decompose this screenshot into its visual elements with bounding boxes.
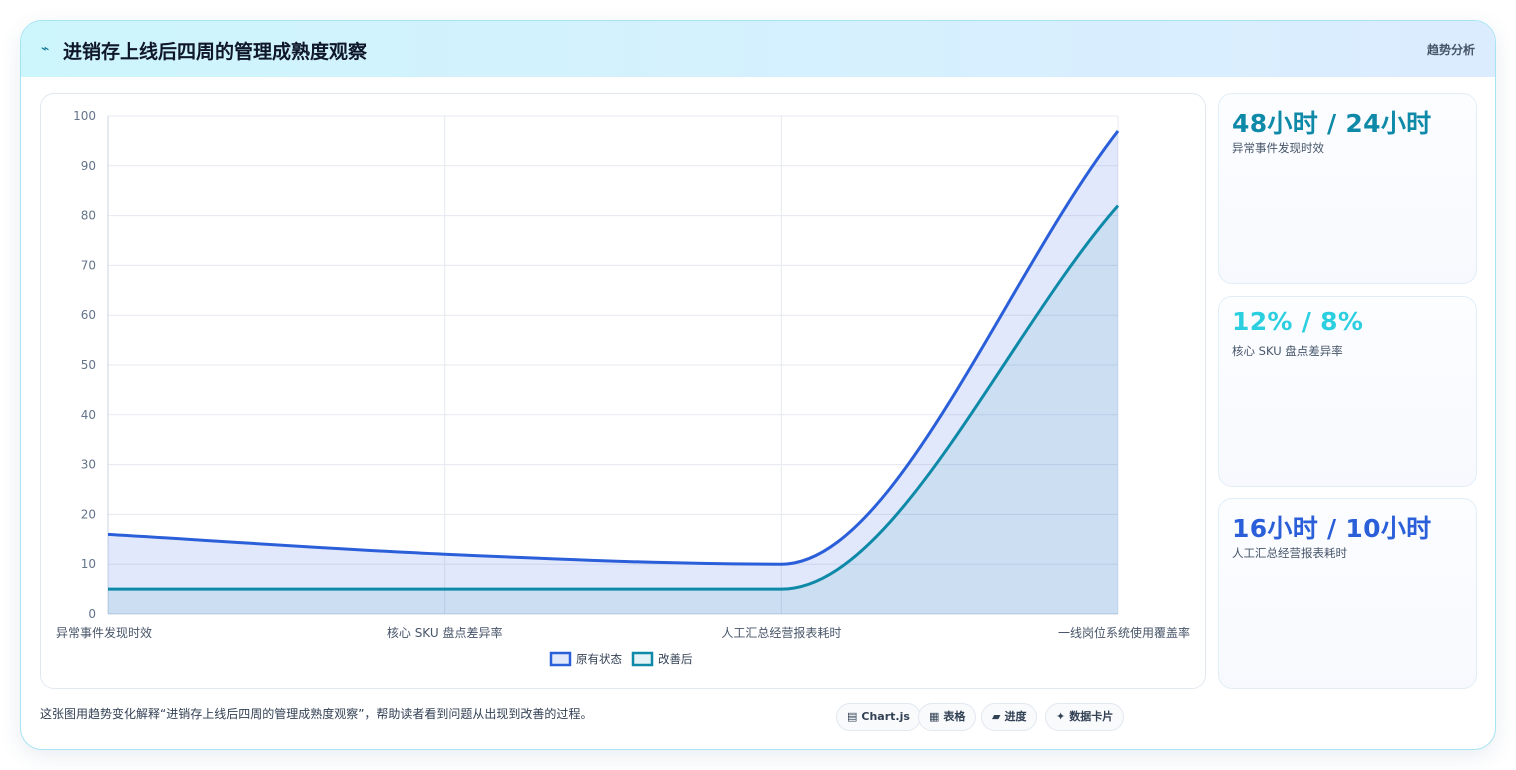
chip-label: 数据卡片 xyxy=(1069,710,1114,723)
chip-label: Chart.js xyxy=(861,710,910,723)
trend-icon: ⌁ xyxy=(41,41,50,57)
y-tick-label: 60 xyxy=(81,308,96,322)
series-line-improved xyxy=(107,204,1120,591)
kpi-label: 异常事件发现时效 xyxy=(1232,141,1324,155)
sparkle-icon: ✦ xyxy=(1056,710,1066,723)
y-tick-label: 70 xyxy=(81,258,96,272)
chip-label: 表格 xyxy=(943,710,966,723)
y-tick-label: 80 xyxy=(81,209,96,223)
legend-label: 改善后 xyxy=(658,652,693,666)
chip-label: 进度 xyxy=(1004,710,1027,723)
y-tick-label: 30 xyxy=(81,458,96,472)
y-tick-label: 50 xyxy=(81,358,96,372)
kpi-card-3: 16小时 / 10小时 人工汇总经营报表耗时 xyxy=(1218,498,1477,689)
y-tick-label: 20 xyxy=(81,507,96,521)
chart-caption: 这张图用趋势变化解释“进销存上线后四周的管理成熟度观察”，帮助读者看到问题从出现… xyxy=(40,707,593,721)
series-area-improved xyxy=(108,205,1118,614)
chart-icon: ▤ xyxy=(847,710,858,723)
legend-swatch xyxy=(631,651,654,667)
x-tick-label: 一线岗位系统使用覆盖率 xyxy=(1058,625,1190,640)
y-tick-label: 100 xyxy=(73,109,96,123)
y-tick-label: 90 xyxy=(81,159,96,173)
chip-chartjs[interactable]: ▤ Chart.js xyxy=(836,703,921,731)
chip-data-card[interactable]: ✦ 数据卡片 xyxy=(1045,703,1125,731)
x-tick-label: 异常事件发现时效 xyxy=(56,625,152,640)
page-title: 进销存上线后四周的管理成熟度观察 xyxy=(63,41,368,63)
table-icon: ▦ xyxy=(929,710,940,723)
legend-label: 原有状态 xyxy=(576,652,622,666)
dashboard-card: ⌁ 进销存上线后四周的管理成熟度观察 趋势分析 0 10 20 30 40 50 60 70 8… xyxy=(20,20,1496,750)
y-tick-label: 40 xyxy=(81,408,96,422)
chip-table[interactable]: ▦ 表格 xyxy=(918,703,977,731)
kpi-value: 16小时 / 10小时 xyxy=(1232,514,1432,543)
progress-icon: ▰ xyxy=(992,710,1001,723)
category-badge: 趋势分析 xyxy=(1426,43,1475,57)
y-tick-label: 0 xyxy=(88,607,96,621)
kpi-card-1: 48小时 / 24小时 异常事件发现时效 xyxy=(1218,93,1477,284)
series-line-original xyxy=(107,130,1120,566)
kpi-value: 48小时 / 24小时 xyxy=(1232,109,1432,138)
card-header: ⌁ 进销存上线后四周的管理成熟度观察 趋势分析 xyxy=(21,21,1495,77)
chip-progress[interactable]: ▰ 进度 xyxy=(981,703,1038,731)
x-tick-label: 核心 SKU 盘点差异率 xyxy=(387,625,503,640)
kpi-card-2: 12% / 8% 核心 SKU 盘点差异率 xyxy=(1218,296,1477,487)
y-tick-label: 10 xyxy=(81,557,96,571)
chart-panel: 0 10 20 30 40 50 60 70 80 90 100 异常事件发现时效 核心 SKU 盘点差… xyxy=(40,93,1206,689)
kpi-label: 核心 SKU 盘点差异率 xyxy=(1232,344,1343,358)
series-area-original xyxy=(108,130,1118,614)
kpi-label: 人工汇总经营报表耗时 xyxy=(1232,546,1347,560)
x-tick-label: 人工汇总经营报表耗时 xyxy=(721,625,841,640)
legend-swatch xyxy=(549,651,572,667)
area-chart: 0 10 20 30 40 50 60 70 80 90 100 异常事件发现时效 核心 SKU 盘点差… xyxy=(56,109,1190,667)
kpi-value: 12% / 8% xyxy=(1232,307,1364,336)
